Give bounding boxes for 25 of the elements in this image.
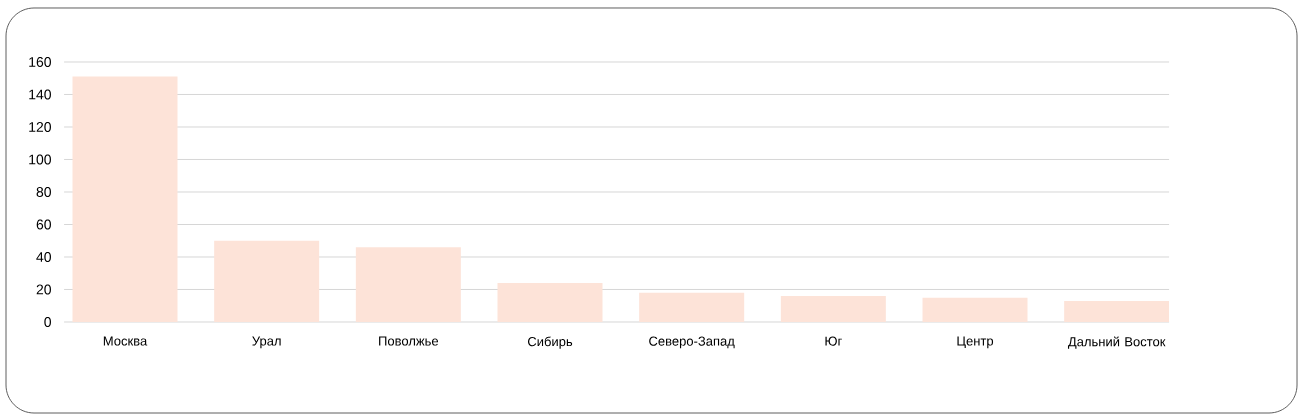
bar — [922, 297, 1028, 322]
y-tick-label: 20 — [36, 284, 51, 295]
x-tick-label: Юг — [825, 336, 842, 346]
x-tick-label: Москва — [103, 336, 148, 346]
y-tick-label: 60 — [36, 219, 51, 230]
bar — [355, 247, 461, 322]
x-tick-label: Центр — [957, 336, 994, 349]
y-tick-label: 140 — [29, 89, 51, 100]
y-tick-label: 100 — [29, 154, 51, 165]
bar — [639, 292, 745, 322]
y-tick-label: 0 — [44, 317, 51, 327]
y-tick-label: 80 — [36, 187, 51, 197]
bar — [497, 283, 603, 322]
bar — [72, 76, 178, 322]
bar — [214, 240, 320, 322]
x-tick-label: Урал — [252, 336, 281, 349]
y-tick-label: 160 — [29, 57, 51, 67]
bar — [1064, 300, 1170, 322]
y-tick-label: 40 — [36, 252, 51, 262]
x-tick-label: Поволжье — [379, 336, 439, 346]
x-tick-label: Дальний Восток — [1067, 336, 1166, 349]
x-tick-label: Сибирь — [527, 336, 573, 349]
bar — [780, 296, 886, 322]
x-tick-label: Северо-Запад — [649, 336, 735, 349]
y-tick-label: 120 — [29, 122, 51, 132]
